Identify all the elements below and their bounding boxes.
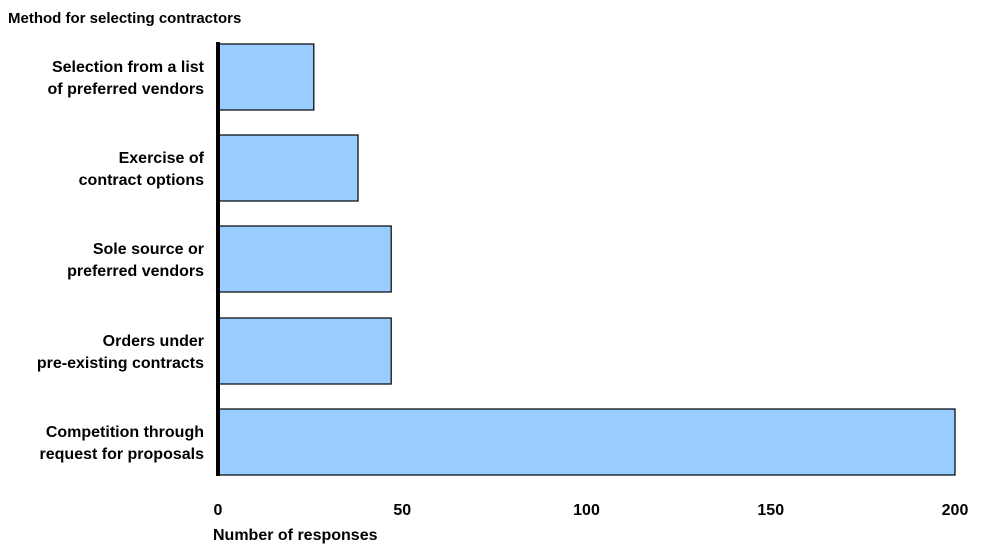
x-tick-label: 150 [757,502,784,519]
category-label: Selection from a list [52,59,205,76]
category-label: request for proposals [40,446,205,463]
category-label: preferred vendors [67,263,204,280]
x-tick-label: 100 [573,502,600,519]
x-axis-title: Number of responses [213,527,378,544]
category-label: Competition through [46,424,204,441]
x-tick-labels: 0 50 100 150 200 [214,502,969,519]
x-tick-label: 200 [942,502,969,519]
bar [217,408,956,476]
x-tick-label: 0 [214,502,223,519]
category-label: of preferred vendors [48,81,205,98]
category-label: contract options [79,172,204,189]
y-axis-title: Method for selecting contractors [8,10,241,27]
category-label: Orders under [103,333,204,350]
bar [217,225,392,293]
category-labels: Selection from a list of preferred vendor… [37,59,205,463]
bar [217,317,392,385]
category-label: pre-existing contracts [37,355,204,372]
bars-group [217,43,956,476]
bar [217,134,359,202]
x-tick-label: 50 [393,502,411,519]
category-label: Sole source or [93,241,204,258]
bar [217,43,315,111]
category-label: Exercise of [119,150,205,167]
